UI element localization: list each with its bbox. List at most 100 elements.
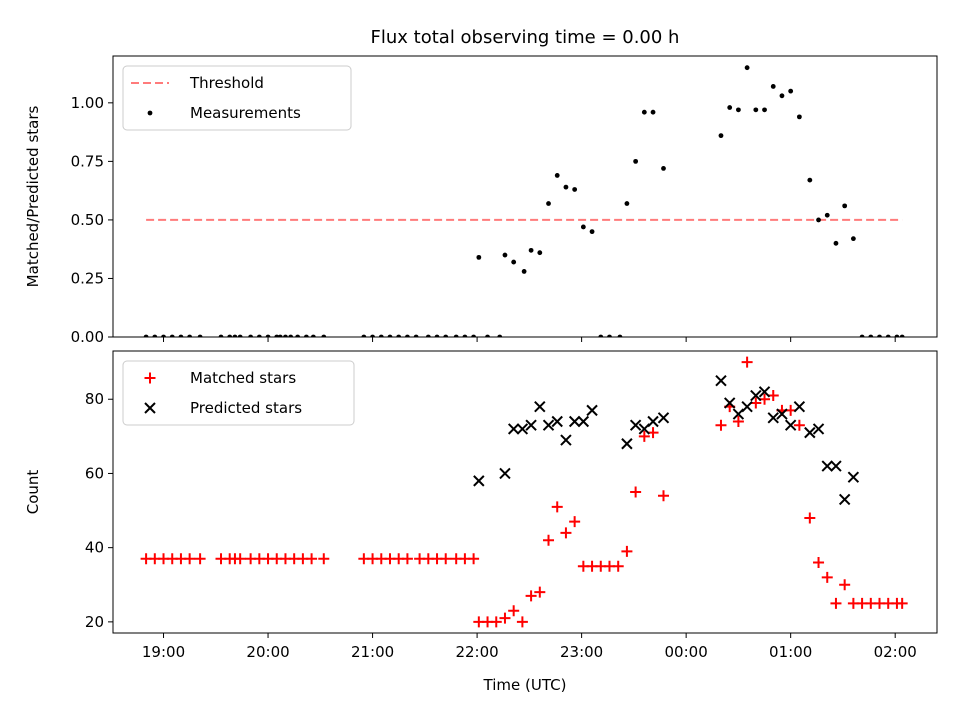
data-point — [896, 597, 908, 609]
legend-label: Threshold — [189, 74, 264, 92]
data-point — [546, 201, 551, 206]
data-point — [396, 334, 402, 337]
data-point — [847, 471, 860, 483]
data-point — [303, 334, 309, 337]
data-point — [440, 553, 452, 565]
plot-frame — [112, 55, 938, 338]
data-point — [885, 334, 891, 337]
x-tick-label: 23:00 — [560, 643, 603, 661]
data-point — [580, 224, 586, 230]
data-point — [525, 419, 537, 431]
data-point — [821, 460, 833, 472]
data-point — [197, 334, 203, 337]
data-point — [850, 236, 856, 242]
data-point — [485, 334, 490, 337]
data-point — [161, 334, 166, 337]
x-tick-label: 00:00 — [665, 643, 708, 661]
data-point — [283, 334, 288, 337]
data-point — [894, 334, 900, 337]
data-point — [490, 616, 502, 628]
y-tick-label: 1.00 — [71, 94, 104, 112]
data-point — [753, 107, 759, 113]
legend-label: Matched stars — [190, 369, 296, 387]
data-point — [624, 201, 630, 206]
data-point — [788, 88, 794, 94]
data-point — [318, 553, 330, 565]
axes-panel-2: 19:00 20:00 21:00 22:00 23:00 00:00 01:00 02:00… — [24, 350, 938, 694]
data-point — [612, 560, 624, 572]
data-point — [727, 105, 733, 110]
data-point — [387, 334, 393, 337]
data-point — [187, 334, 193, 337]
data-point — [413, 334, 419, 337]
data-point — [521, 269, 527, 274]
data-point — [551, 501, 563, 513]
data-point — [528, 247, 534, 253]
data-point — [169, 334, 175, 337]
data-point — [499, 612, 511, 624]
data-point — [868, 334, 874, 337]
data-point — [152, 334, 158, 337]
data-point — [830, 460, 842, 472]
series-predicted-stars — [473, 374, 860, 506]
data-point — [715, 374, 727, 387]
data-point — [715, 419, 727, 431]
data-point — [537, 250, 543, 256]
data-point — [741, 356, 753, 368]
y-tick-label: 0.50 — [71, 211, 104, 229]
data-point — [184, 553, 196, 565]
data-point — [401, 553, 413, 565]
y-tick-label: 0.00 — [71, 328, 104, 346]
data-point — [265, 334, 271, 337]
data-point — [434, 334, 440, 337]
data-point — [572, 187, 578, 192]
data-point — [804, 512, 816, 524]
data-point — [750, 389, 762, 402]
x-tick-label: 19:00 — [142, 643, 185, 661]
data-point — [657, 412, 670, 424]
data-point — [560, 527, 572, 539]
data-point — [543, 534, 555, 546]
data-point — [629, 419, 642, 431]
data-point — [234, 553, 246, 565]
data-point — [770, 84, 776, 89]
data-point — [839, 579, 851, 591]
data-point — [638, 430, 650, 442]
data-point — [804, 426, 816, 439]
data-point — [563, 184, 569, 190]
legend: Threshold Measurements — [122, 65, 352, 131]
data-point — [453, 334, 459, 337]
data-point — [194, 553, 206, 565]
y-axis-label: Matched/Predicted stars — [24, 106, 42, 288]
y-tick-label: 20 — [85, 613, 104, 631]
data-point — [621, 545, 633, 557]
x-tick-label: 01:00 — [769, 643, 812, 661]
data-point — [744, 65, 750, 71]
data-point — [779, 93, 785, 99]
data-point — [568, 415, 581, 428]
data-point — [511, 259, 517, 265]
data-point — [641, 109, 647, 115]
legend-label: Measurements — [190, 104, 301, 122]
x-tick-label: 20:00 — [246, 643, 289, 661]
plot-frame — [112, 350, 938, 634]
data-point — [812, 423, 825, 435]
y-tick-label: 0.75 — [71, 152, 104, 170]
y-tick-label: 60 — [85, 464, 104, 482]
data-point — [899, 334, 905, 337]
data-point — [277, 334, 283, 337]
legend-box — [122, 360, 355, 426]
data-point — [647, 415, 659, 428]
data-point — [776, 408, 788, 420]
data-point — [560, 434, 572, 446]
data-point — [661, 166, 666, 171]
data-marks — [140, 356, 908, 628]
data-point — [248, 334, 254, 337]
data-point — [813, 557, 825, 568]
data-point — [784, 419, 797, 431]
y-axis-label: Count — [24, 470, 42, 515]
data-marks — [143, 65, 905, 337]
legend-swatch — [147, 110, 153, 116]
series-measurements — [143, 65, 905, 337]
data-point — [650, 109, 656, 115]
